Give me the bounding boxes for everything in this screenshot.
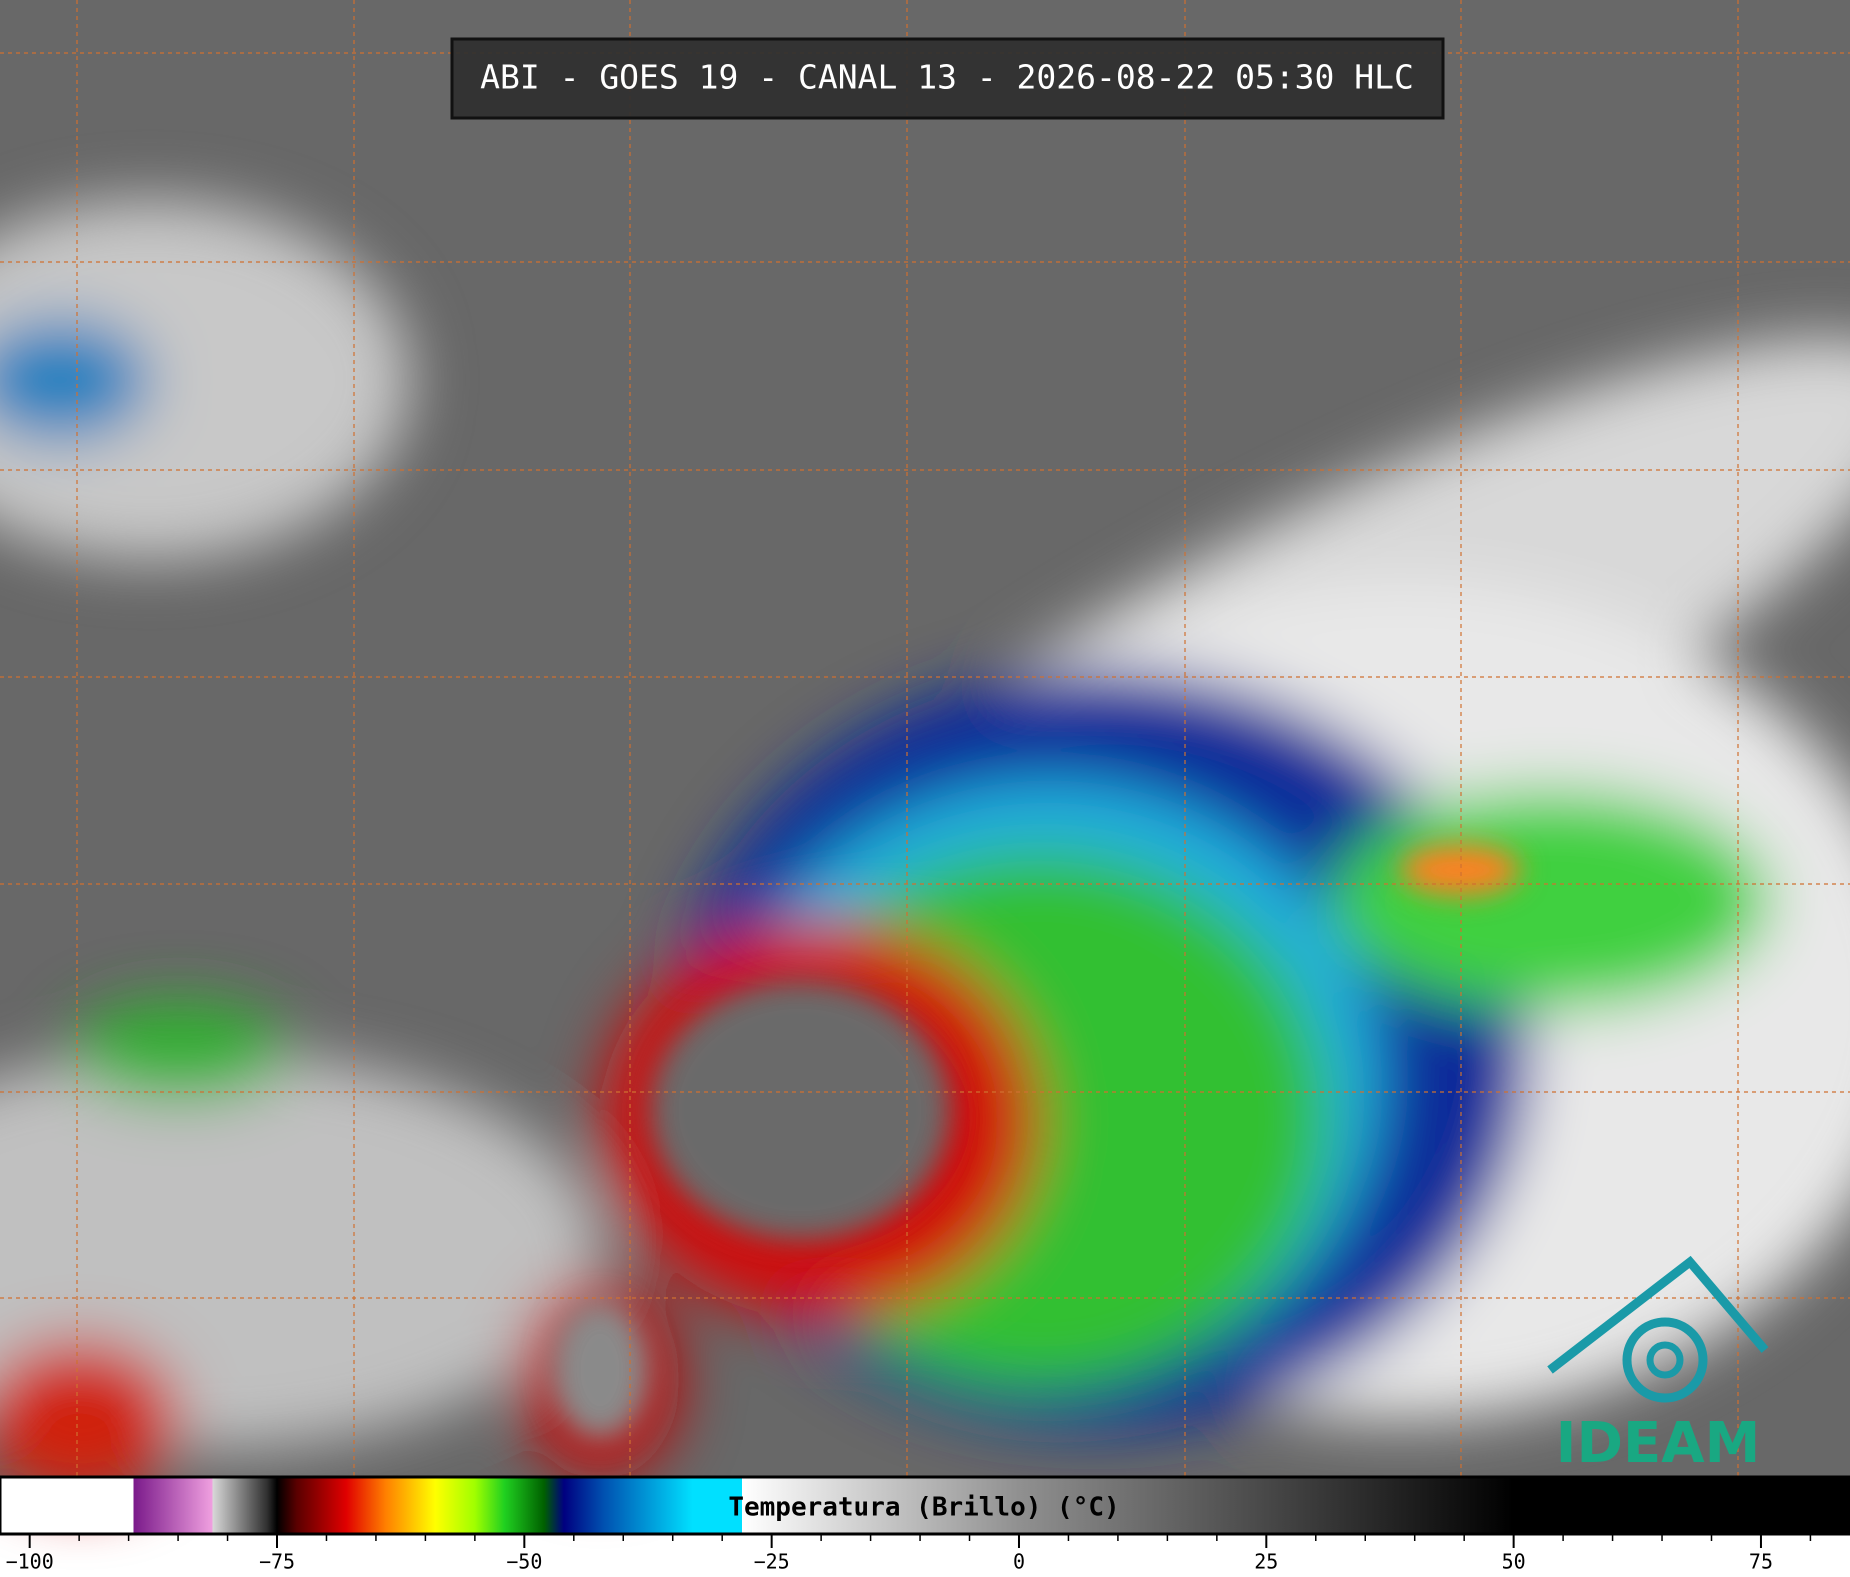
- tick-label: 25: [1254, 1550, 1278, 1574]
- logo: IDEAM: [1547, 1255, 1769, 1476]
- tick-label: 0: [1013, 1550, 1025, 1574]
- graticule: [0, 0, 1850, 1477]
- tick-label: −100: [6, 1550, 54, 1574]
- colorbar-fill: [0, 1475, 1850, 1536]
- logo-text: IDEAM: [1556, 1411, 1761, 1476]
- tick-label: −75: [259, 1550, 295, 1574]
- tick-label: 75: [1749, 1550, 1773, 1574]
- colorbar: Temperatura (Brillo) (°C) −100 −75 −50 −25 0 2…: [0, 1475, 1850, 1574]
- title-box: [450, 37, 1445, 120]
- tick-label: 50: [1502, 1550, 1526, 1574]
- tick-label: −25: [754, 1550, 790, 1574]
- tick-label: −50: [506, 1550, 542, 1574]
- colorbar-label: Temperatura (Brillo) (°C): [728, 1493, 1119, 1523]
- title: ABI - GOES 19 - CANAL 13 - 2026-08-22 05…: [480, 58, 1414, 97]
- satellite-imagery: [0, 0, 1850, 1500]
